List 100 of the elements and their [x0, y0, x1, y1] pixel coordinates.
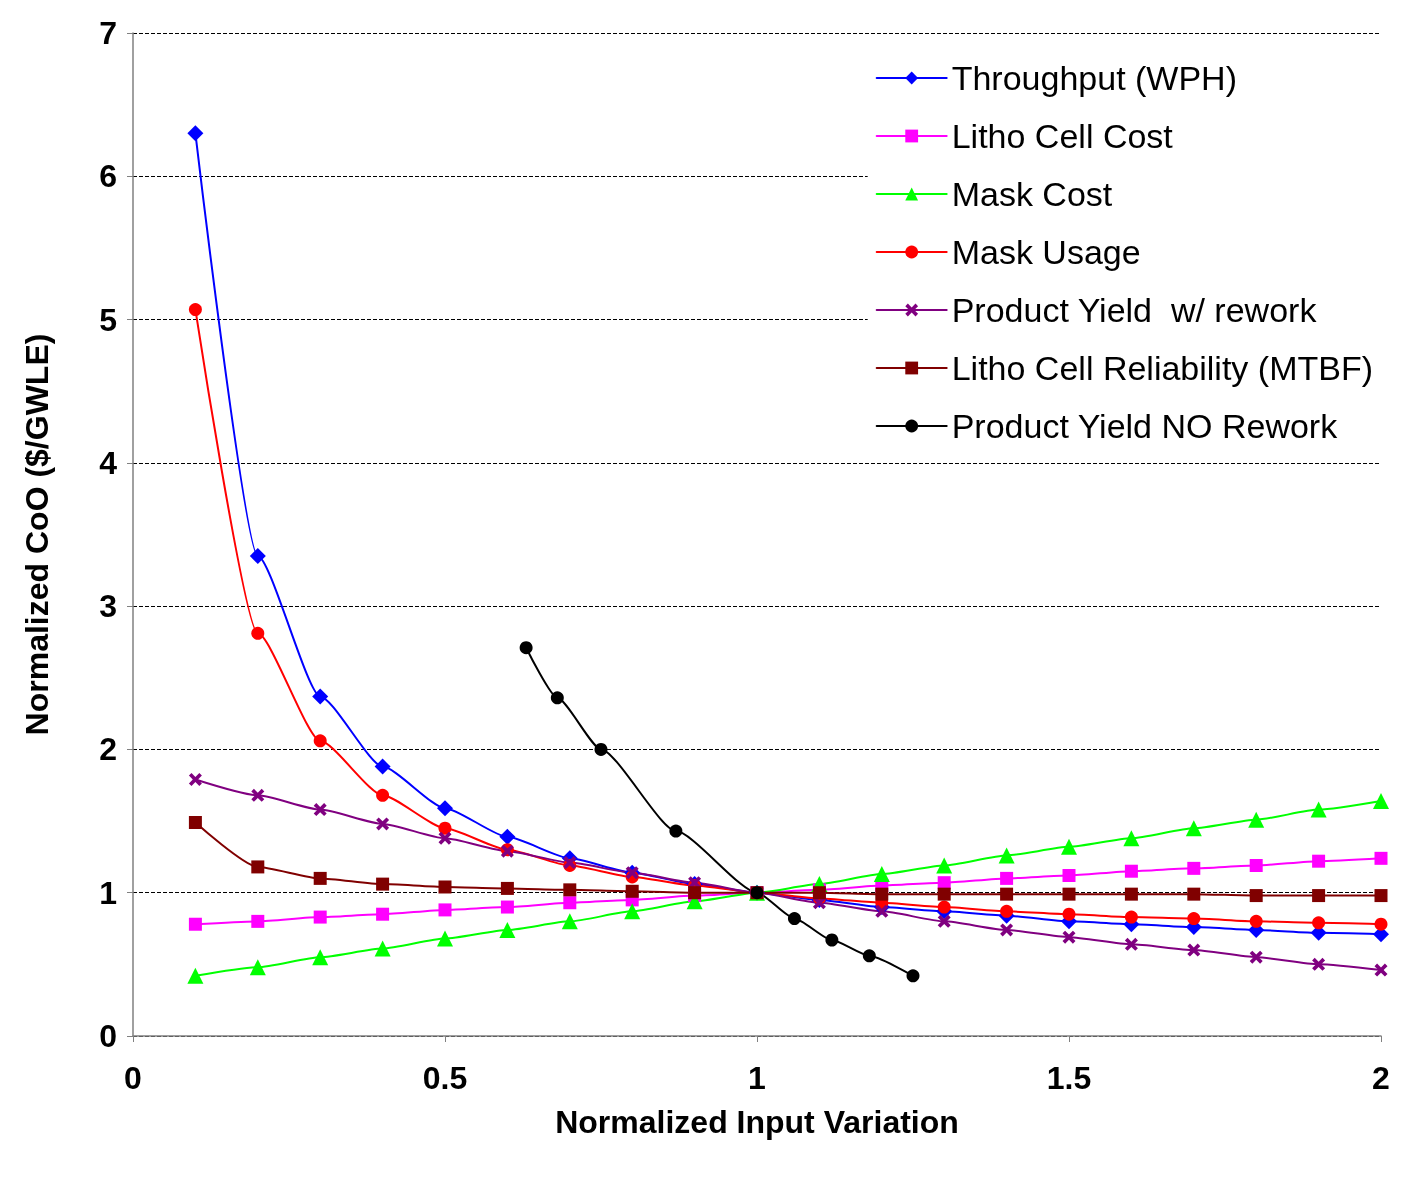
point: [374, 758, 391, 775]
point: [519, 641, 533, 655]
point: [1312, 854, 1326, 868]
point: [1000, 923, 1014, 937]
y-tick-label: 4: [99, 444, 118, 481]
point: [998, 847, 1015, 864]
point: [1000, 887, 1014, 901]
point: [188, 816, 202, 829]
point: [936, 857, 953, 874]
point: [669, 824, 683, 838]
point: [1249, 914, 1263, 928]
point: [249, 959, 266, 976]
point: [374, 940, 391, 957]
x-tick-label: 1.5: [1046, 1060, 1092, 1096]
point: [1312, 889, 1326, 903]
point: [312, 949, 329, 966]
point: [625, 884, 639, 898]
x-tick-label: 0: [124, 1060, 142, 1096]
point: [438, 821, 452, 835]
point: [563, 883, 577, 897]
point: [1373, 793, 1389, 810]
point: [1374, 963, 1388, 977]
point: [313, 871, 327, 885]
y-axis-title: Normalized CoO ($/GWLE): [19, 333, 55, 736]
point: [1124, 937, 1138, 951]
point: [1312, 957, 1326, 971]
point: [1124, 910, 1138, 924]
point: [1248, 811, 1265, 828]
point: [875, 887, 889, 901]
point: [438, 831, 452, 845]
point: [1185, 820, 1202, 837]
legend-label: Mask Cost: [951, 175, 1113, 213]
point: [376, 788, 390, 802]
point: [313, 910, 327, 924]
point: [188, 773, 202, 787]
point: [1000, 871, 1014, 885]
point: [438, 903, 452, 917]
point: [873, 866, 890, 883]
point: [376, 907, 390, 921]
point: [937, 900, 951, 914]
point: [1249, 950, 1263, 964]
point: [1062, 930, 1076, 944]
point: [499, 921, 516, 938]
point: [1187, 887, 1201, 901]
y-tick-label: 0: [99, 1018, 117, 1054]
point: [937, 876, 951, 890]
point: [1062, 907, 1076, 921]
point: [1249, 889, 1263, 903]
point: [500, 900, 514, 914]
x-tick-label: 1: [748, 1060, 766, 1096]
point: [1312, 916, 1326, 930]
point: [550, 691, 564, 705]
point: [499, 828, 516, 845]
point: [1124, 864, 1138, 878]
point: [188, 917, 202, 931]
point: [187, 125, 204, 142]
y-tick-label: 7: [99, 15, 117, 51]
point: [251, 788, 265, 802]
legend-label: Mask Usage: [951, 233, 1141, 271]
point: [906, 969, 920, 983]
point: [1187, 861, 1201, 875]
point: [937, 887, 951, 901]
point: [563, 896, 577, 910]
x-tick-label: 0.5: [422, 1060, 468, 1096]
x-tick-label: 2: [1372, 1060, 1390, 1096]
point: [561, 913, 578, 930]
point: [313, 734, 327, 748]
y-tick-label: 3: [99, 588, 117, 625]
point: [1123, 830, 1140, 847]
point: [251, 914, 265, 928]
point: [1374, 917, 1388, 931]
point: [249, 547, 266, 564]
point: [188, 303, 202, 317]
point: [187, 967, 204, 984]
point: [1310, 801, 1327, 818]
point: [875, 904, 889, 918]
legend-label: Litho Cell Cost: [951, 117, 1174, 155]
point: [937, 914, 951, 928]
point: [500, 881, 514, 895]
point: [1062, 887, 1076, 901]
point: [376, 877, 390, 891]
point: [251, 860, 265, 874]
y-tick-label: 1: [99, 874, 117, 911]
point: [787, 912, 801, 925]
legend-label: Throughput (WPH): [951, 59, 1238, 97]
point: [594, 742, 608, 756]
legend-label: Product Yield NO Rework: [951, 407, 1339, 445]
point: [1000, 904, 1014, 918]
point: [1374, 851, 1388, 865]
point: [1061, 838, 1077, 855]
point: [1187, 912, 1201, 925]
point: [438, 880, 452, 894]
point: [624, 903, 641, 920]
legend-label: Litho Cell Reliability (MTBF): [951, 349, 1374, 387]
y-tick-label: 2: [99, 731, 117, 768]
point: [251, 626, 265, 640]
y-tick-label: 5: [99, 301, 117, 338]
point: [1249, 858, 1263, 872]
point: [437, 800, 453, 817]
x-axis-title: Normalized Input Variation: [555, 1104, 959, 1140]
